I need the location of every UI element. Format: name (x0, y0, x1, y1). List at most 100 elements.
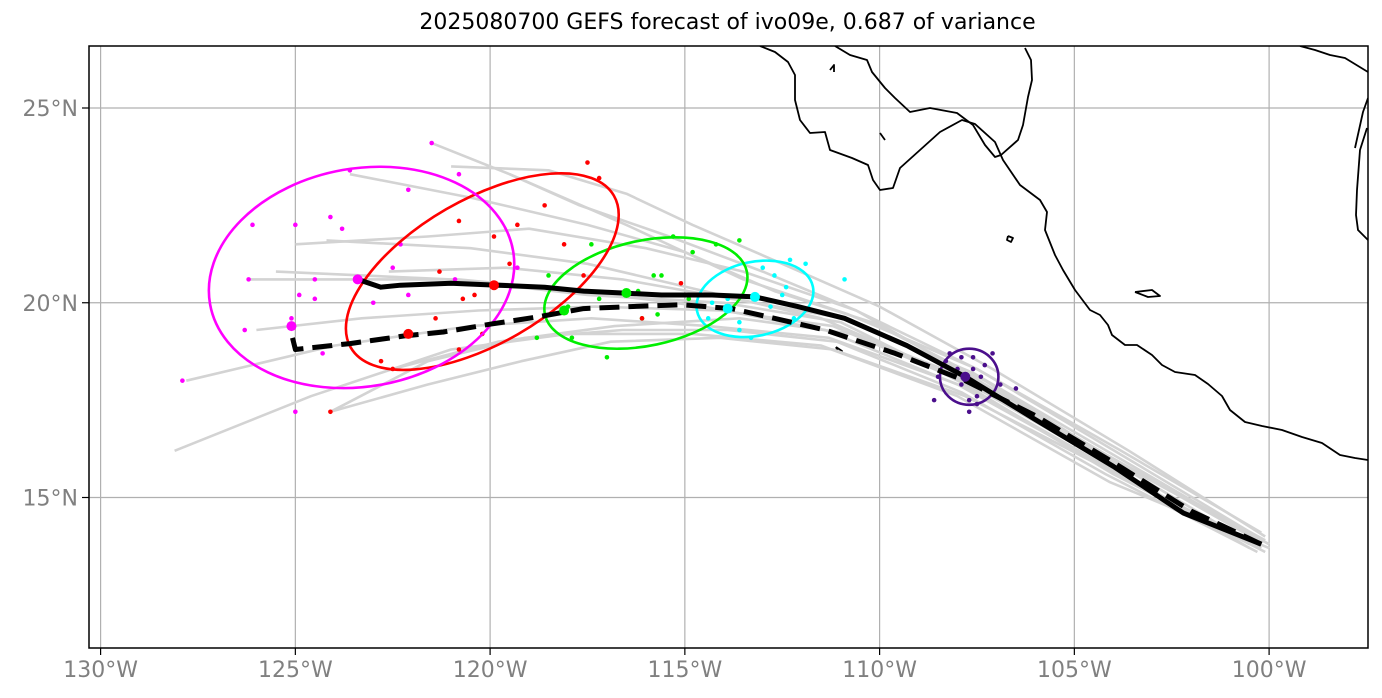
member-position-day4 (596, 175, 602, 181)
member-position-day5 (390, 265, 396, 270)
ensemble-mean-track (356, 277, 1263, 547)
member-position-day2 (737, 327, 742, 333)
member-position-day3 (690, 249, 695, 255)
member-position-day3 (589, 242, 594, 247)
member-position-day1 (978, 374, 984, 380)
member-position-day5 (406, 187, 411, 193)
member-position-day4 (581, 273, 586, 278)
member-position-day5 (429, 140, 434, 146)
control-position-day2 (722, 303, 733, 314)
member-position-day2 (803, 261, 808, 267)
member-position-day4 (507, 261, 512, 267)
control-position-day5 (286, 321, 297, 332)
member-position-day3 (546, 273, 551, 278)
member-position-day3 (686, 296, 692, 302)
member-track (349, 172, 1270, 546)
member-position-day5 (293, 409, 298, 415)
coastline-segment (834, 46, 1033, 158)
member-track (388, 266, 1255, 538)
member-position-day4 (491, 234, 497, 239)
member-position-day1 (966, 397, 972, 403)
member-position-day2 (737, 319, 742, 325)
member-position-day1 (982, 362, 988, 368)
member-position-day5 (452, 277, 458, 282)
member-position-day4 (561, 242, 567, 247)
member-position-day3 (604, 354, 610, 360)
member-position-day2 (705, 316, 711, 321)
lat-tick-label: 25°N (23, 97, 78, 122)
member-position-day3 (596, 296, 602, 302)
member-track (509, 173, 1259, 538)
coastline-segment (1299, 46, 1368, 73)
member-position-day3 (737, 238, 742, 243)
member-position-day2 (779, 292, 785, 298)
spread-ellipses (207, 165, 1000, 407)
member-position-day1 (931, 397, 937, 403)
member-position-day5 (289, 316, 294, 321)
member-position-day3 (569, 335, 575, 341)
coastline-segment (1134, 289, 1161, 298)
member-position-day5 (328, 214, 333, 220)
coastline-segment (1355, 127, 1368, 241)
member-position-day3 (534, 335, 540, 341)
coastline-segment (879, 132, 886, 141)
lon-tick-label: 125°W (258, 658, 333, 683)
mean-position-day4 (488, 280, 499, 291)
member-position-day5 (293, 222, 298, 228)
control-position-day3 (559, 305, 570, 316)
plot-background (89, 46, 1368, 648)
member-position-day3 (655, 312, 660, 317)
lat-tick-label: 20°N (23, 292, 78, 317)
coastline (759, 46, 1368, 461)
spread-ellipse-day1 (938, 347, 1000, 407)
member-position-day1 (1013, 386, 1019, 391)
member-position-day5 (180, 378, 185, 383)
member-position-day4 (515, 222, 520, 228)
member-position-day4 (472, 292, 477, 298)
member-track (330, 336, 1262, 550)
member-position-day1 (990, 351, 995, 356)
coastline-segment (759, 46, 1368, 461)
member-position-day4 (437, 269, 442, 274)
member-position-day4 (378, 358, 384, 364)
member-position-day4 (433, 316, 438, 321)
member-position-day2 (772, 273, 777, 278)
member-position-day5 (296, 292, 302, 298)
member-position-day5 (250, 222, 255, 228)
member-track (451, 165, 1266, 538)
member-track (256, 305, 1266, 542)
member-position-day5 (406, 292, 411, 298)
member-position-day5 (456, 171, 462, 177)
spread-ellipse-day4 (344, 171, 621, 372)
lat-tick-label: 15°N (23, 487, 78, 512)
member-position-day1 (970, 354, 976, 360)
member-position-day1 (966, 409, 972, 415)
mean-position-markers (286, 274, 971, 382)
member-position-day1 (959, 354, 964, 360)
axis-ticks: 130°W 125°W 120°W 115°W 110°W 105°W 100°W 15°N 2… (23, 97, 1307, 683)
coastline-segment (1006, 235, 1014, 243)
lon-tick-label: 110°W (842, 658, 917, 683)
member-position-day4 (542, 203, 547, 208)
member-position-day2 (787, 257, 793, 263)
member-position-day4 (639, 316, 645, 321)
member-position-day4 (678, 280, 684, 286)
member-position-day4 (456, 347, 462, 352)
lon-tick-label: 105°W (1037, 658, 1112, 683)
member-position-day1 (959, 382, 964, 387)
member-position-day4 (585, 160, 590, 165)
member-position-day4 (456, 218, 462, 224)
coastline-segment (1354, 97, 1368, 149)
mean-position-day2 (749, 291, 760, 302)
member-position-day5 (242, 327, 248, 333)
member-position-day2 (842, 277, 847, 282)
member-position-day5 (339, 226, 345, 232)
lon-tick-label: 115°W (647, 658, 722, 683)
member-position-day5 (246, 277, 251, 282)
member-position-day4 (460, 296, 466, 302)
member-position-day4 (328, 409, 333, 415)
member-position-day2 (709, 300, 715, 306)
mean-position-day1 (960, 371, 971, 382)
member-position-day5 (312, 296, 318, 302)
